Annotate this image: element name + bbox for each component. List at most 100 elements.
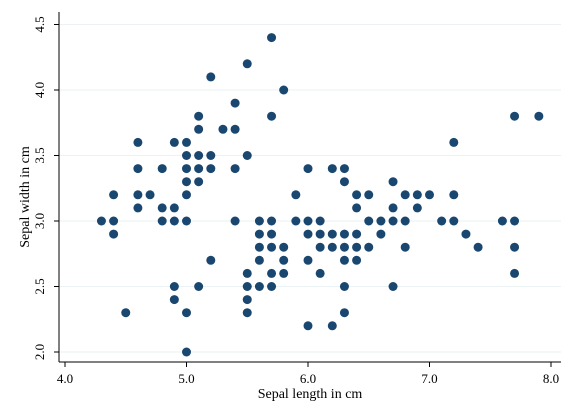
- data-point: [182, 216, 191, 226]
- data-point: [230, 216, 240, 226]
- data-point: [267, 33, 277, 43]
- data-point: [133, 137, 143, 147]
- data-point: [242, 308, 252, 318]
- data-point: [364, 190, 374, 200]
- data-point: [242, 59, 252, 69]
- data-point: [279, 268, 289, 278]
- data-point: [388, 216, 398, 226]
- data-point: [109, 190, 119, 200]
- data-point: [303, 216, 313, 226]
- data-point: [145, 190, 155, 200]
- data-points: [96, 33, 544, 357]
- grid-lines: [59, 24, 561, 353]
- data-point: [388, 177, 398, 187]
- data-point: [510, 268, 520, 278]
- data-point: [327, 164, 337, 174]
- data-point: [254, 242, 264, 252]
- data-point: [388, 282, 398, 291]
- data-point: [339, 255, 349, 265]
- data-point: [194, 164, 204, 174]
- data-point: [194, 111, 204, 121]
- data-point: [242, 151, 252, 160]
- data-point: [279, 85, 289, 95]
- data-point: [279, 242, 289, 252]
- x-tick-label: 8.0: [543, 371, 559, 386]
- data-point: [267, 268, 277, 278]
- data-point: [254, 255, 264, 265]
- data-point: [121, 308, 131, 318]
- data-point: [510, 111, 520, 121]
- data-point: [303, 255, 313, 265]
- axes: [58, 12, 561, 363]
- y-axis-ticks: 2.0 2.5 3.0 3.5 4.0 4.5: [32, 16, 59, 360]
- data-point: [376, 229, 386, 239]
- data-point: [461, 229, 471, 239]
- data-point: [339, 177, 349, 187]
- data-point: [230, 98, 240, 108]
- data-point: [376, 216, 386, 226]
- data-point: [206, 151, 216, 160]
- x-tick-label: 5.0: [178, 371, 194, 386]
- data-point: [218, 124, 228, 134]
- data-point: [254, 216, 264, 226]
- y-tick-label: 4.5: [32, 16, 47, 32]
- data-point: [96, 216, 106, 226]
- data-point: [242, 282, 252, 291]
- data-point: [497, 216, 507, 226]
- data-point: [303, 321, 313, 331]
- data-point: [267, 242, 277, 252]
- data-point: [449, 190, 459, 200]
- data-point: [412, 203, 422, 213]
- data-point: [510, 216, 520, 226]
- data-point: [364, 216, 374, 226]
- data-point: [352, 203, 362, 213]
- data-point: [364, 242, 374, 252]
- data-point: [194, 177, 204, 187]
- data-point: [473, 242, 483, 252]
- y-tick-label: 4.0: [32, 82, 47, 98]
- x-tick-label: 6.0: [300, 371, 316, 386]
- data-point: [242, 295, 252, 305]
- data-point: [315, 229, 325, 239]
- data-point: [157, 203, 167, 213]
- data-point: [133, 203, 143, 213]
- data-point: [339, 242, 349, 252]
- data-point: [339, 282, 349, 291]
- data-point: [194, 282, 204, 291]
- data-point: [339, 164, 349, 174]
- data-point: [267, 111, 277, 121]
- data-point: [267, 229, 277, 239]
- data-point: [327, 242, 337, 252]
- data-point: [242, 268, 252, 278]
- data-point: [206, 72, 216, 82]
- data-point: [133, 164, 143, 174]
- data-point: [412, 190, 422, 200]
- data-point: [169, 203, 179, 213]
- data-point: [327, 229, 337, 239]
- data-point: [109, 229, 119, 239]
- data-point: [230, 164, 240, 174]
- y-tick-label: 3.5: [32, 147, 47, 163]
- data-point: [291, 190, 301, 200]
- data-point: [206, 255, 216, 265]
- data-point: [169, 295, 179, 305]
- data-point: [352, 190, 362, 200]
- data-point: [315, 268, 325, 278]
- data-point: [327, 321, 337, 331]
- data-point: [352, 229, 362, 239]
- data-point: [182, 308, 191, 318]
- data-point: [182, 190, 191, 200]
- data-point: [534, 111, 544, 121]
- data-point: [182, 151, 191, 160]
- x-tick-label: 7.0: [421, 371, 437, 386]
- data-point: [254, 282, 264, 291]
- data-point: [182, 164, 191, 174]
- data-point: [400, 190, 410, 200]
- data-point: [279, 255, 289, 265]
- data-point: [169, 137, 179, 147]
- data-point: [291, 216, 301, 226]
- data-point: [352, 242, 362, 252]
- data-point: [230, 124, 240, 134]
- data-point: [400, 242, 410, 252]
